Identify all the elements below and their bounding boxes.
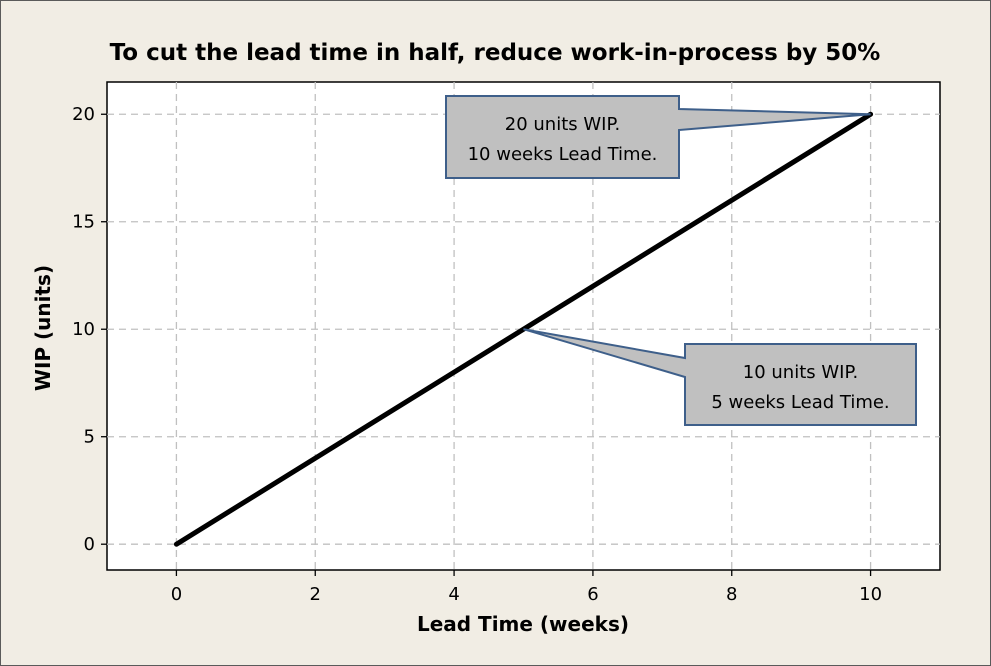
callout: 20 units WIP. 10 weeks Lead Time.	[445, 95, 871, 179]
y-axis-label: WIP (units)	[31, 265, 55, 391]
y-tick-label: 5	[84, 427, 95, 448]
x-tick-label: 0	[171, 584, 182, 605]
x-axis-ticks: 0 2 4 6 8 10	[171, 570, 882, 605]
callout: 10 units WIP. 5 weeks Lead Time.	[523, 328, 917, 426]
callout-text: 10 units WIP.	[743, 362, 858, 383]
callout-box	[523, 328, 917, 426]
y-tick-label: 20	[72, 104, 95, 125]
callout-box	[445, 95, 871, 179]
callout-text: 20 units WIP.	[505, 114, 620, 135]
x-tick-label: 4	[448, 584, 459, 605]
x-tick-label: 6	[587, 584, 598, 605]
y-tick-label: 10	[72, 319, 95, 340]
y-tick-label: 0	[84, 534, 95, 555]
y-tick-label: 15	[72, 212, 95, 233]
x-axis-label: Lead Time (weeks)	[417, 612, 629, 636]
chart-title: To cut the lead time in half, reduce wor…	[110, 40, 881, 66]
x-tick-label: 2	[310, 584, 321, 605]
x-tick-label: 8	[726, 584, 737, 605]
callout-text: 10 weeks Lead Time.	[468, 144, 658, 165]
y-axis-ticks: 0 5 10 15 20	[72, 104, 107, 555]
grid-lines	[107, 82, 940, 570]
x-tick-label: 10	[859, 584, 882, 605]
callout-text: 5 weeks Lead Time.	[711, 392, 889, 413]
callout-layer: 20 units WIP. 10 weeks Lead Time. 10 units…	[445, 95, 917, 426]
